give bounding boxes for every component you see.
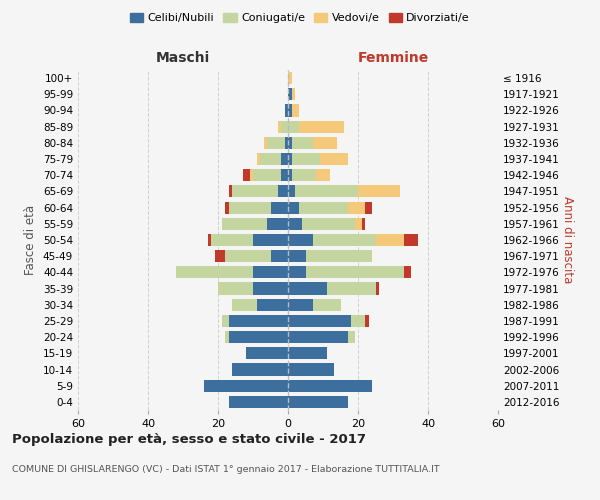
Bar [221, 315, 229, 327]
Bar [288, 298, 313, 311]
Bar [211, 234, 253, 246]
Bar [229, 202, 271, 213]
Bar [288, 315, 351, 327]
Bar [288, 266, 305, 278]
Y-axis label: Fasce di età: Fasce di età [25, 205, 37, 275]
Bar [326, 282, 376, 294]
Bar [281, 120, 288, 132]
Bar [281, 153, 288, 165]
Bar [404, 266, 410, 278]
Bar [288, 186, 295, 198]
Bar [292, 137, 313, 149]
Bar [277, 120, 281, 132]
Bar [257, 153, 260, 165]
Bar [232, 298, 257, 311]
Bar [288, 250, 305, 262]
Bar [292, 104, 299, 117]
Y-axis label: Anni di nascita: Anni di nascita [560, 196, 574, 284]
Text: Popolazione per età, sesso e stato civile - 2017: Popolazione per età, sesso e stato civil… [12, 432, 366, 446]
Bar [299, 120, 344, 132]
Bar [288, 72, 292, 84]
Bar [218, 282, 253, 294]
Bar [365, 315, 368, 327]
Bar [253, 169, 281, 181]
Bar [305, 266, 404, 278]
Bar [253, 282, 288, 294]
Bar [253, 234, 288, 246]
Bar [225, 250, 271, 262]
Bar [292, 88, 295, 101]
Bar [260, 153, 281, 165]
Bar [221, 218, 267, 230]
Bar [229, 315, 288, 327]
Bar [288, 282, 326, 294]
Bar [288, 218, 302, 230]
Bar [365, 202, 372, 213]
Bar [361, 218, 365, 230]
Bar [204, 380, 288, 392]
Bar [351, 315, 365, 327]
Bar [271, 250, 288, 262]
Bar [271, 202, 288, 213]
Bar [229, 396, 288, 408]
Bar [288, 202, 299, 213]
Bar [263, 137, 267, 149]
Bar [250, 169, 253, 181]
Bar [176, 266, 253, 278]
Bar [242, 169, 250, 181]
Bar [288, 234, 313, 246]
Bar [281, 169, 288, 181]
Bar [215, 250, 225, 262]
Bar [347, 331, 355, 343]
Text: COMUNE DI GHISLARENGO (VC) - Dati ISTAT 1° gennaio 2017 - Elaborazione TUTTITALI: COMUNE DI GHISLARENGO (VC) - Dati ISTAT … [12, 466, 440, 474]
Bar [355, 218, 361, 230]
Bar [295, 186, 358, 198]
Bar [347, 202, 365, 213]
Bar [288, 348, 326, 360]
Bar [246, 348, 288, 360]
Bar [288, 396, 347, 408]
Bar [288, 169, 292, 181]
Bar [288, 88, 292, 101]
Bar [376, 234, 404, 246]
Bar [284, 104, 288, 117]
Text: Femmine: Femmine [358, 51, 428, 65]
Bar [288, 153, 292, 165]
Bar [288, 331, 347, 343]
Bar [232, 364, 288, 376]
Bar [313, 234, 376, 246]
Bar [288, 104, 292, 117]
Bar [313, 298, 341, 311]
Bar [253, 266, 288, 278]
Bar [305, 250, 372, 262]
Bar [257, 298, 288, 311]
Text: Maschi: Maschi [156, 51, 210, 65]
Bar [288, 137, 292, 149]
Bar [277, 186, 288, 198]
Bar [376, 282, 379, 294]
Bar [358, 186, 400, 198]
Bar [232, 186, 277, 198]
Bar [229, 331, 288, 343]
Bar [225, 202, 229, 213]
Bar [284, 137, 288, 149]
Bar [267, 218, 288, 230]
Bar [299, 202, 347, 213]
Bar [316, 169, 330, 181]
Bar [267, 137, 284, 149]
Bar [288, 380, 372, 392]
Bar [302, 218, 355, 230]
Bar [292, 153, 320, 165]
Bar [288, 120, 299, 132]
Bar [313, 137, 337, 149]
Bar [225, 331, 229, 343]
Bar [208, 234, 211, 246]
Bar [288, 364, 334, 376]
Bar [320, 153, 347, 165]
Bar [229, 186, 232, 198]
Bar [292, 169, 316, 181]
Legend: Celibi/Nubili, Coniugati/e, Vedovi/e, Divorziati/e: Celibi/Nubili, Coniugati/e, Vedovi/e, Di… [125, 8, 475, 28]
Bar [404, 234, 418, 246]
